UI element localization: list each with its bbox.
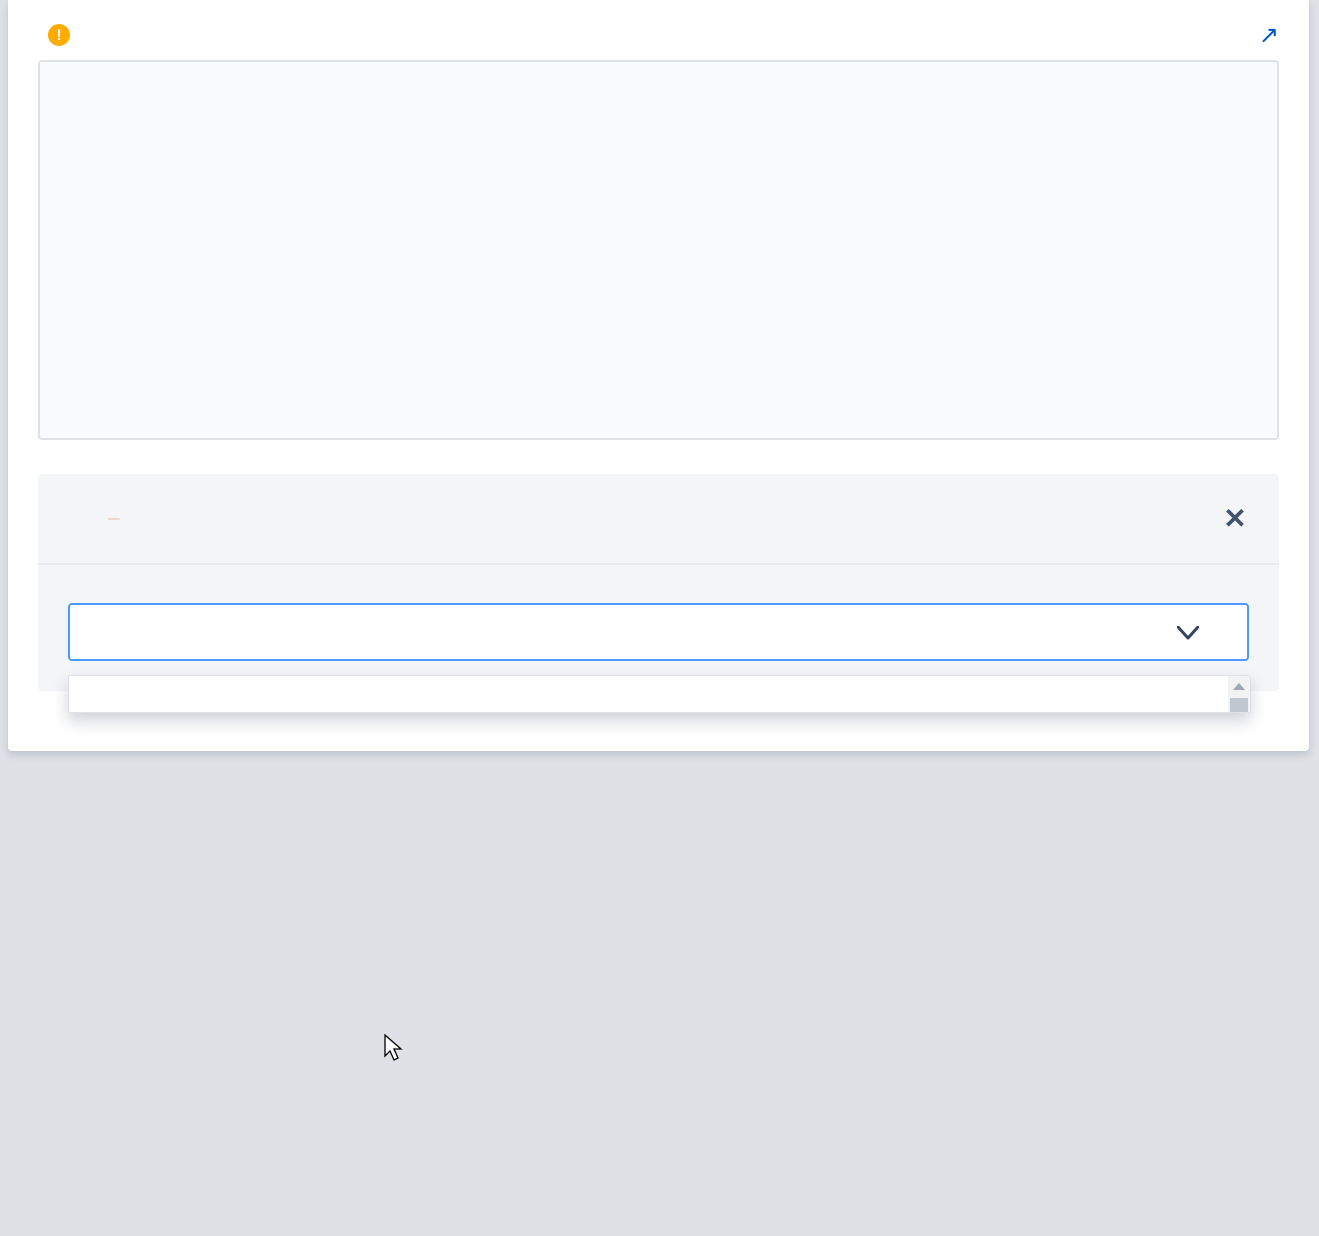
chevron-down-icon: [1177, 617, 1199, 647]
source-dropdown: [68, 675, 1251, 713]
scroll-up-icon[interactable]: [1233, 683, 1245, 690]
breadcrumb: [68, 518, 120, 520]
dropdown-scrollbar[interactable]: [1228, 676, 1250, 712]
variables-header: ✕: [38, 474, 1279, 565]
header-row: ! ↗: [8, 0, 1309, 56]
select-wrapper: [68, 603, 1249, 661]
external-link-icon: ↗: [1259, 23, 1279, 47]
header-right: ↗: [1231, 23, 1279, 47]
breadcrumb-current: [108, 518, 120, 520]
source-section: [38, 565, 1279, 691]
close-icon[interactable]: ✕: [1221, 502, 1249, 535]
formula-code-editor[interactable]: [38, 60, 1279, 440]
below-editor-row: [8, 440, 1309, 458]
header-left: !: [38, 24, 70, 46]
scroll-thumb[interactable]: [1230, 698, 1248, 712]
variables-panel: ✕: [38, 474, 1279, 691]
formula-editor-panel: ! ↗ ✕: [8, 0, 1309, 751]
warning-icon: !: [48, 24, 70, 46]
source-select[interactable]: [68, 603, 1249, 661]
help-link[interactable]: ↗: [1255, 23, 1279, 47]
dropdown-section-header: [69, 676, 1250, 712]
